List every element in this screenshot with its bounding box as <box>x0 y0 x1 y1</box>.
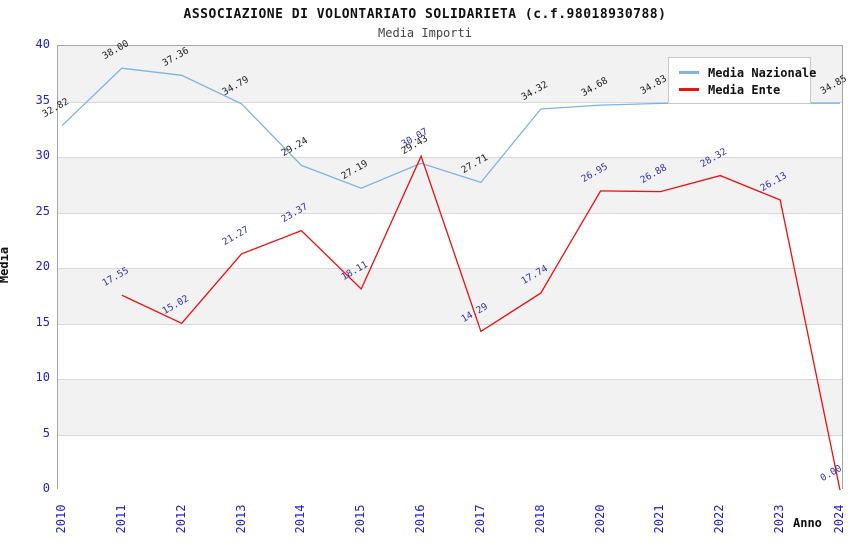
legend-label: Media Nazionale <box>708 65 817 80</box>
gridline <box>58 323 842 325</box>
y-tick-label: 0 <box>42 481 50 495</box>
grid-band <box>58 157 842 213</box>
y-tick-label: 20 <box>35 259 50 273</box>
x-tick-label: 2024 <box>832 504 846 534</box>
x-tick-label: 2012 <box>173 504 188 534</box>
x-tick-label: 2022 <box>712 504 727 534</box>
gridline <box>58 268 842 269</box>
plot-area: 32.82 38.00 37.36 34.79 29.24 27.19 29.43 27.71… <box>41 38 849 491</box>
line-swatch-ente-icon <box>679 88 699 91</box>
gridline <box>58 379 842 380</box>
y-tick-label: 40 <box>35 37 50 51</box>
grid-band <box>58 379 842 435</box>
legend-item-ente: Media Ente <box>679 81 802 98</box>
x-axis-title: Anno <box>793 516 822 530</box>
grid-band <box>58 323 842 379</box>
x-tick-label: 2017 <box>472 504 487 534</box>
series-line-ente <box>121 154 841 491</box>
y-tick-label: 35 <box>35 92 50 107</box>
legend-item-nazionale: Media Nazionale <box>679 64 816 81</box>
y-tick-label: 30 <box>35 148 50 162</box>
grid-band <box>58 434 842 490</box>
chart-subtitle: Media Importi <box>378 26 472 40</box>
gridline <box>58 101 842 103</box>
legend: Media Nazionale Media Ente <box>668 57 816 104</box>
grid-band <box>58 101 842 157</box>
x-tick-label: 2014 <box>293 504 308 534</box>
line-swatch-nazionale-icon <box>679 71 699 74</box>
x-tick-label: 2023 <box>772 504 787 534</box>
x-tick-label: 2010 <box>54 504 68 534</box>
gridline <box>58 157 842 158</box>
x-tick-label: 2020 <box>592 504 607 534</box>
x-tick-label: 2011 <box>113 504 128 534</box>
y-tick-label: 10 <box>35 370 50 384</box>
y-axis-title: Media <box>0 246 12 284</box>
x-tick-label: 2016 <box>413 504 428 534</box>
x-tick-label: 2013 <box>233 504 248 534</box>
x-tick-label: 2018 <box>532 504 547 534</box>
y-tick-label: 25 <box>35 203 50 218</box>
y-tick-label: 5 <box>42 425 50 440</box>
legend-label: Media Ente <box>708 82 781 97</box>
y-tick-label: 15 <box>35 314 50 329</box>
chart-title: ASSOCIAZIONE DI VOLONTARIATO SOLIDARIETA… <box>183 7 667 22</box>
gridline <box>58 434 842 436</box>
x-tick-label: 2015 <box>353 504 368 534</box>
gridline <box>58 212 842 214</box>
x-tick-label: 2021 <box>652 504 667 534</box>
